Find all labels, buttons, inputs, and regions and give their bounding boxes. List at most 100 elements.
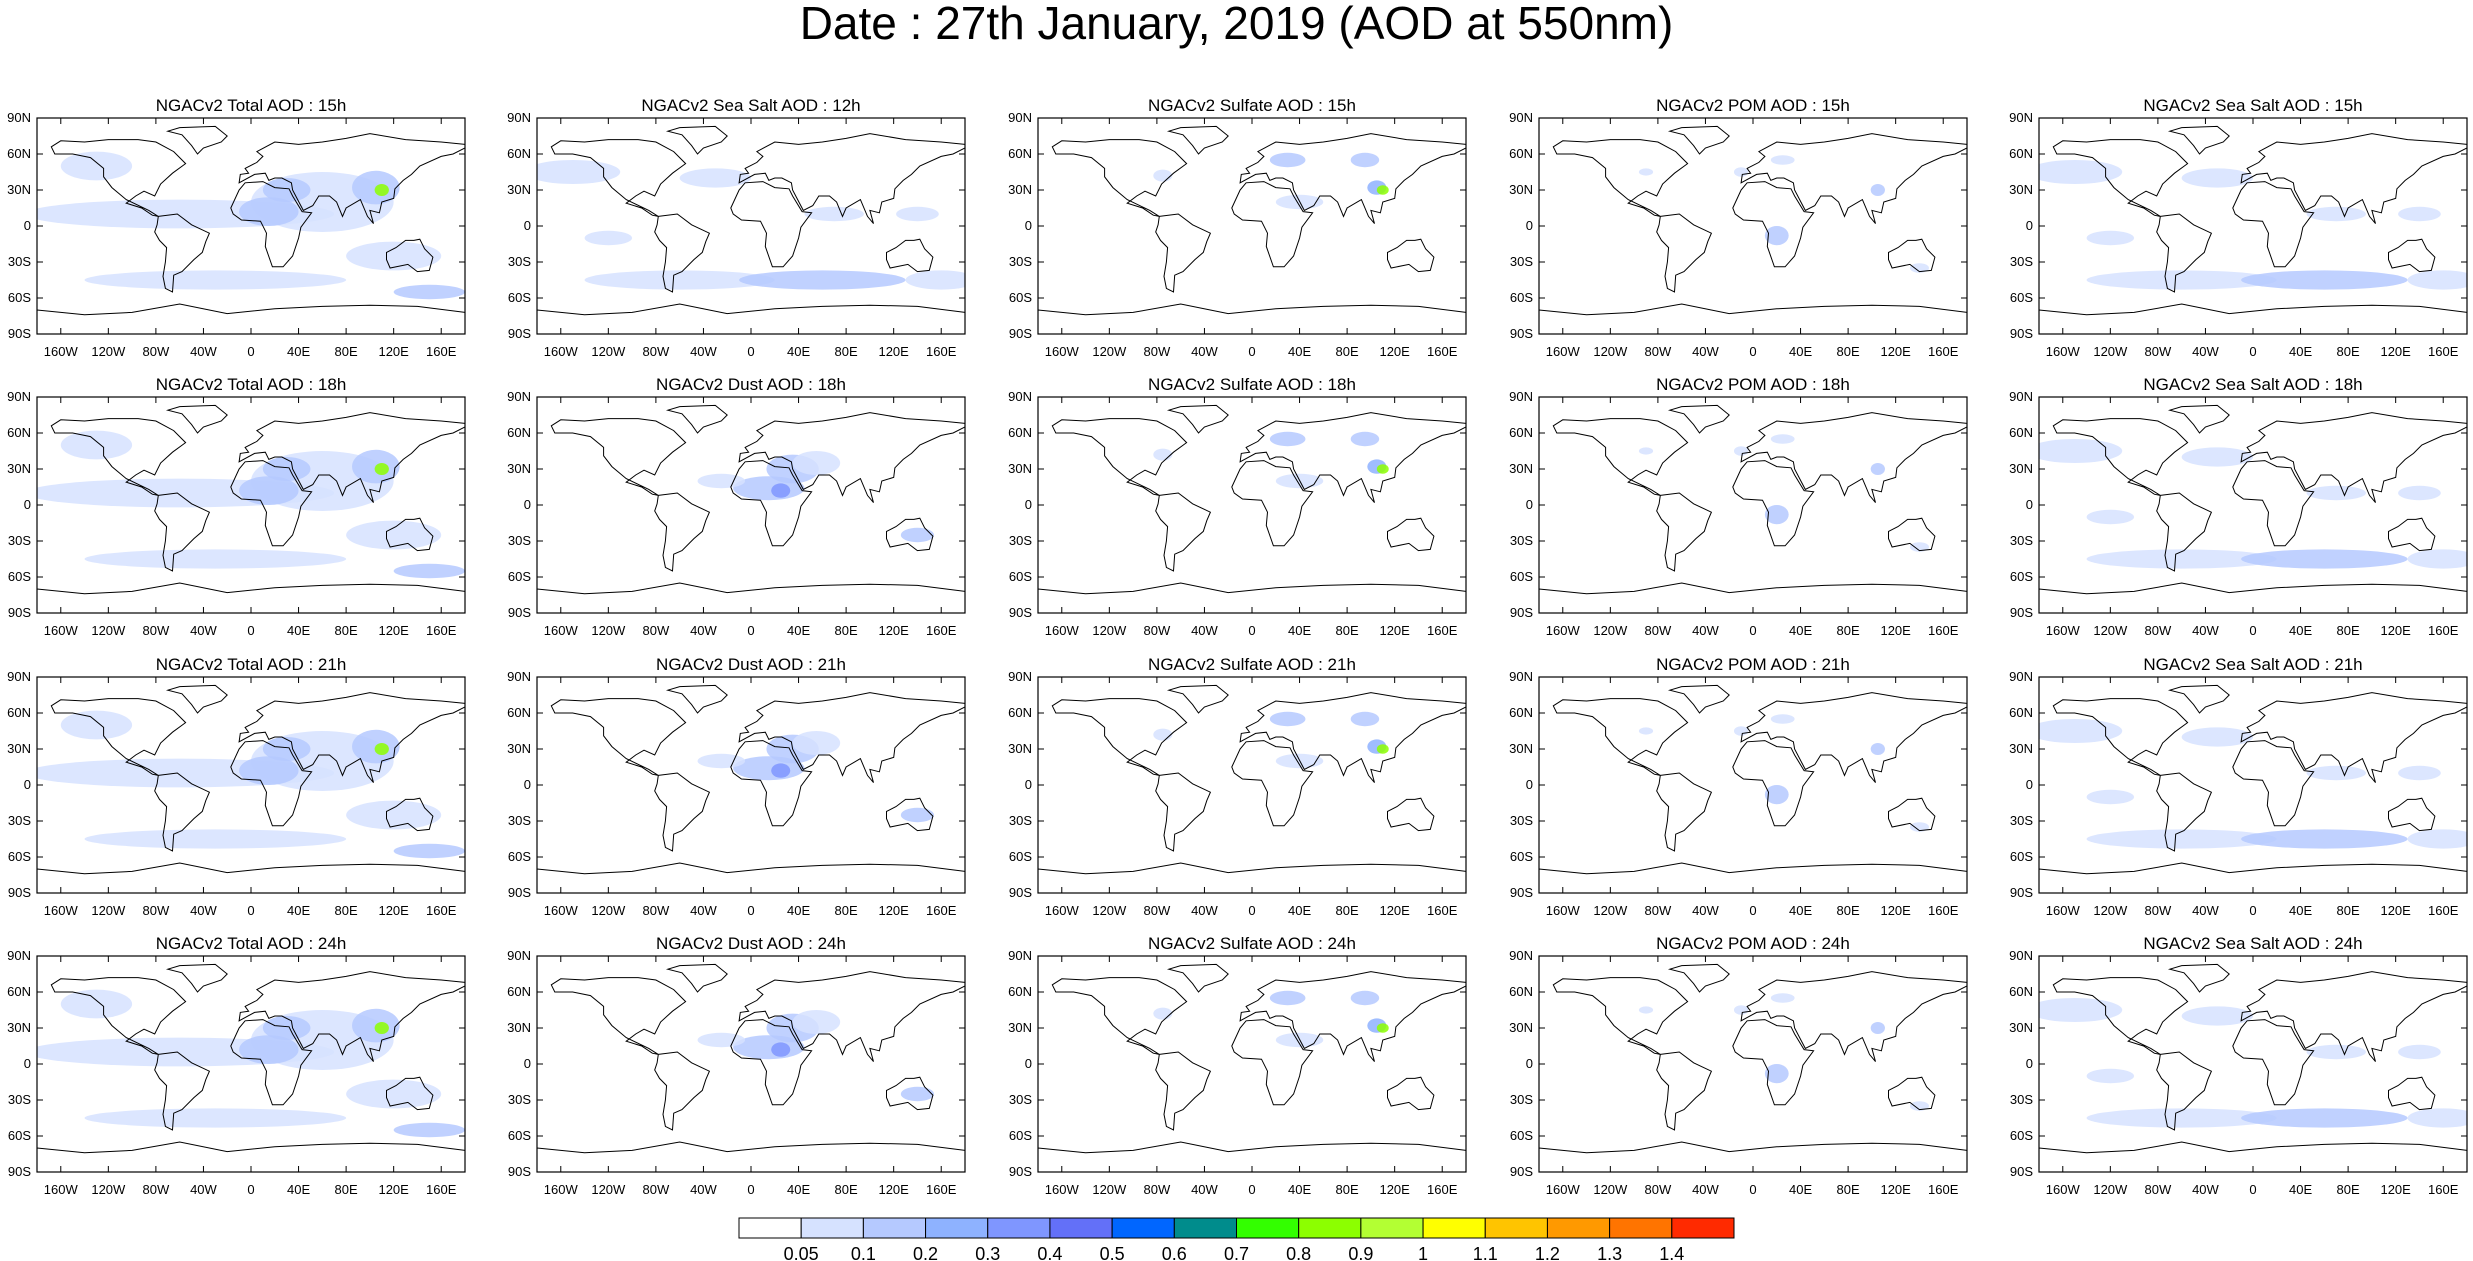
lon-tick-label: 40W <box>1692 623 1719 638</box>
lon-tick-label: 160W <box>1045 903 1080 918</box>
lon-tick-label: 120E <box>878 623 909 638</box>
aod-field <box>1350 711 1380 727</box>
lon-tick-label: 80W <box>1645 623 1672 638</box>
lat-tick-label: 60S <box>1510 569 1533 584</box>
aod-field <box>2181 727 2253 747</box>
aod-field <box>374 743 389 755</box>
lat-tick-label: 60S <box>508 569 531 584</box>
coastline-greenland <box>665 963 728 993</box>
colorbar-swatch <box>1484 1217 1548 1239</box>
lon-tick-label: 120E <box>878 344 909 359</box>
colorbar-swatch <box>738 1217 802 1239</box>
lon-tick-label: 40W <box>2192 623 2219 638</box>
lat-tick-label: 30S <box>1009 254 1032 269</box>
aod-field <box>679 168 751 188</box>
aod-field <box>697 473 746 489</box>
coastline-north-america <box>1051 977 1188 1055</box>
lon-tick-label: 160W <box>544 623 579 638</box>
aod-field <box>1376 744 1389 754</box>
coastline-greenland <box>2167 684 2230 714</box>
lat-tick-label: 90N <box>1509 110 1533 125</box>
lat-tick-label: 90S <box>8 1164 31 1179</box>
lat-tick-label: 90S <box>1510 885 1533 900</box>
lat-tick-label: 30S <box>508 533 531 548</box>
lon-tick-label: 120W <box>2093 623 2128 638</box>
map-background <box>1539 677 1967 893</box>
lon-tick-label: 120E <box>1880 903 1911 918</box>
coastline-south-america <box>2156 492 2213 572</box>
coastline-greenland <box>1166 404 1229 434</box>
lon-tick-label: 160W <box>2046 623 2081 638</box>
colorbar-swatch <box>1298 1217 1362 1239</box>
lon-tick-label: 40E <box>2289 623 2312 638</box>
aod-field <box>1909 822 1929 832</box>
coastline-africa <box>2232 740 2315 827</box>
coastline-south-america <box>1155 1051 1212 1131</box>
map-background <box>537 118 965 334</box>
lon-tick-label: 120E <box>1880 344 1911 359</box>
lon-tick-label: 80W <box>1144 344 1171 359</box>
lon-tick-label: 0 <box>2249 344 2256 359</box>
lat-tick-label: 60S <box>2010 569 2033 584</box>
lon-tick-label: 120E <box>878 903 909 918</box>
lon-tick-label: 0 <box>2249 1182 2256 1197</box>
lat-tick-label: 60N <box>7 146 31 161</box>
panel-title: NGACv2 Total AOD : 24h <box>156 934 347 953</box>
lon-tick-label: 80E <box>335 1182 358 1197</box>
coastline-greenland <box>2167 963 2230 993</box>
lon-tick-label: 120W <box>2093 344 2128 359</box>
coastline-antarctica <box>1038 582 1466 613</box>
coastline-south-america <box>654 1051 711 1131</box>
lat-tick-label: 90S <box>1510 1164 1533 1179</box>
panel-title: NGACv2 Sulfate AOD : 18h <box>1148 375 1356 394</box>
lat-tick-label: 90S <box>508 605 531 620</box>
lat-tick-label: 60N <box>1008 984 1032 999</box>
colorbar-label: 1 <box>1418 1244 1428 1261</box>
coastline-antarctica <box>1038 303 1466 334</box>
lon-tick-label: 40E <box>1288 344 1311 359</box>
coastline-eurasia <box>238 412 465 503</box>
aod-field <box>262 737 311 761</box>
coastline-antarctica <box>537 1141 965 1172</box>
coastline-africa <box>230 460 313 547</box>
map-panel: NGACv2 Sulfate AOD : 18h 90N 60N 30N 0 30S 60S… <box>1008 375 1467 638</box>
coastline-south-america <box>1155 772 1212 852</box>
colorbar-swatch <box>800 1217 864 1239</box>
lon-tick-label: 120W <box>1593 903 1628 918</box>
aod-field <box>393 563 465 579</box>
aod-field <box>2407 829 2467 849</box>
lon-tick-label: 120W <box>91 903 126 918</box>
coastline-antarctica <box>37 862 465 893</box>
coastline-north-america <box>550 698 687 776</box>
lat-tick-label: 90N <box>7 669 31 684</box>
coastline-africa <box>730 181 813 268</box>
lat-tick-label: 90S <box>2010 885 2033 900</box>
aod-field <box>84 829 347 849</box>
coastline-australia <box>886 238 934 273</box>
lon-tick-label: 160W <box>2046 903 2081 918</box>
aod-field <box>346 800 442 830</box>
aod-field <box>771 763 791 778</box>
map-background <box>1539 118 1967 334</box>
coastline-eurasia <box>1239 971 1466 1062</box>
map-background <box>1539 397 1967 613</box>
lat-tick-label: 30N <box>1008 182 1032 197</box>
lon-tick-label: 80E <box>335 344 358 359</box>
coastline-greenland <box>1166 684 1229 714</box>
lat-tick-label: 30N <box>7 1020 31 1035</box>
aod-field <box>584 270 775 290</box>
lat-tick-label: 0 <box>1526 1056 1533 1071</box>
coastline-greenland <box>165 125 228 155</box>
panel-title: NGACv2 Dust AOD : 18h <box>656 375 846 394</box>
aod-field <box>584 230 633 246</box>
coastline-australia <box>2388 1076 2436 1111</box>
coastline-greenland <box>1166 963 1229 993</box>
lat-tick-label: 90S <box>508 1164 531 1179</box>
coastline-africa <box>1732 1019 1815 1106</box>
map-background <box>2039 118 2467 334</box>
lon-tick-label: 160E <box>2428 344 2459 359</box>
coastline-greenland <box>665 404 728 434</box>
lon-tick-label: 160E <box>2428 903 2459 918</box>
aod-field <box>2086 230 2135 246</box>
lat-tick-label: 30N <box>1509 182 1533 197</box>
